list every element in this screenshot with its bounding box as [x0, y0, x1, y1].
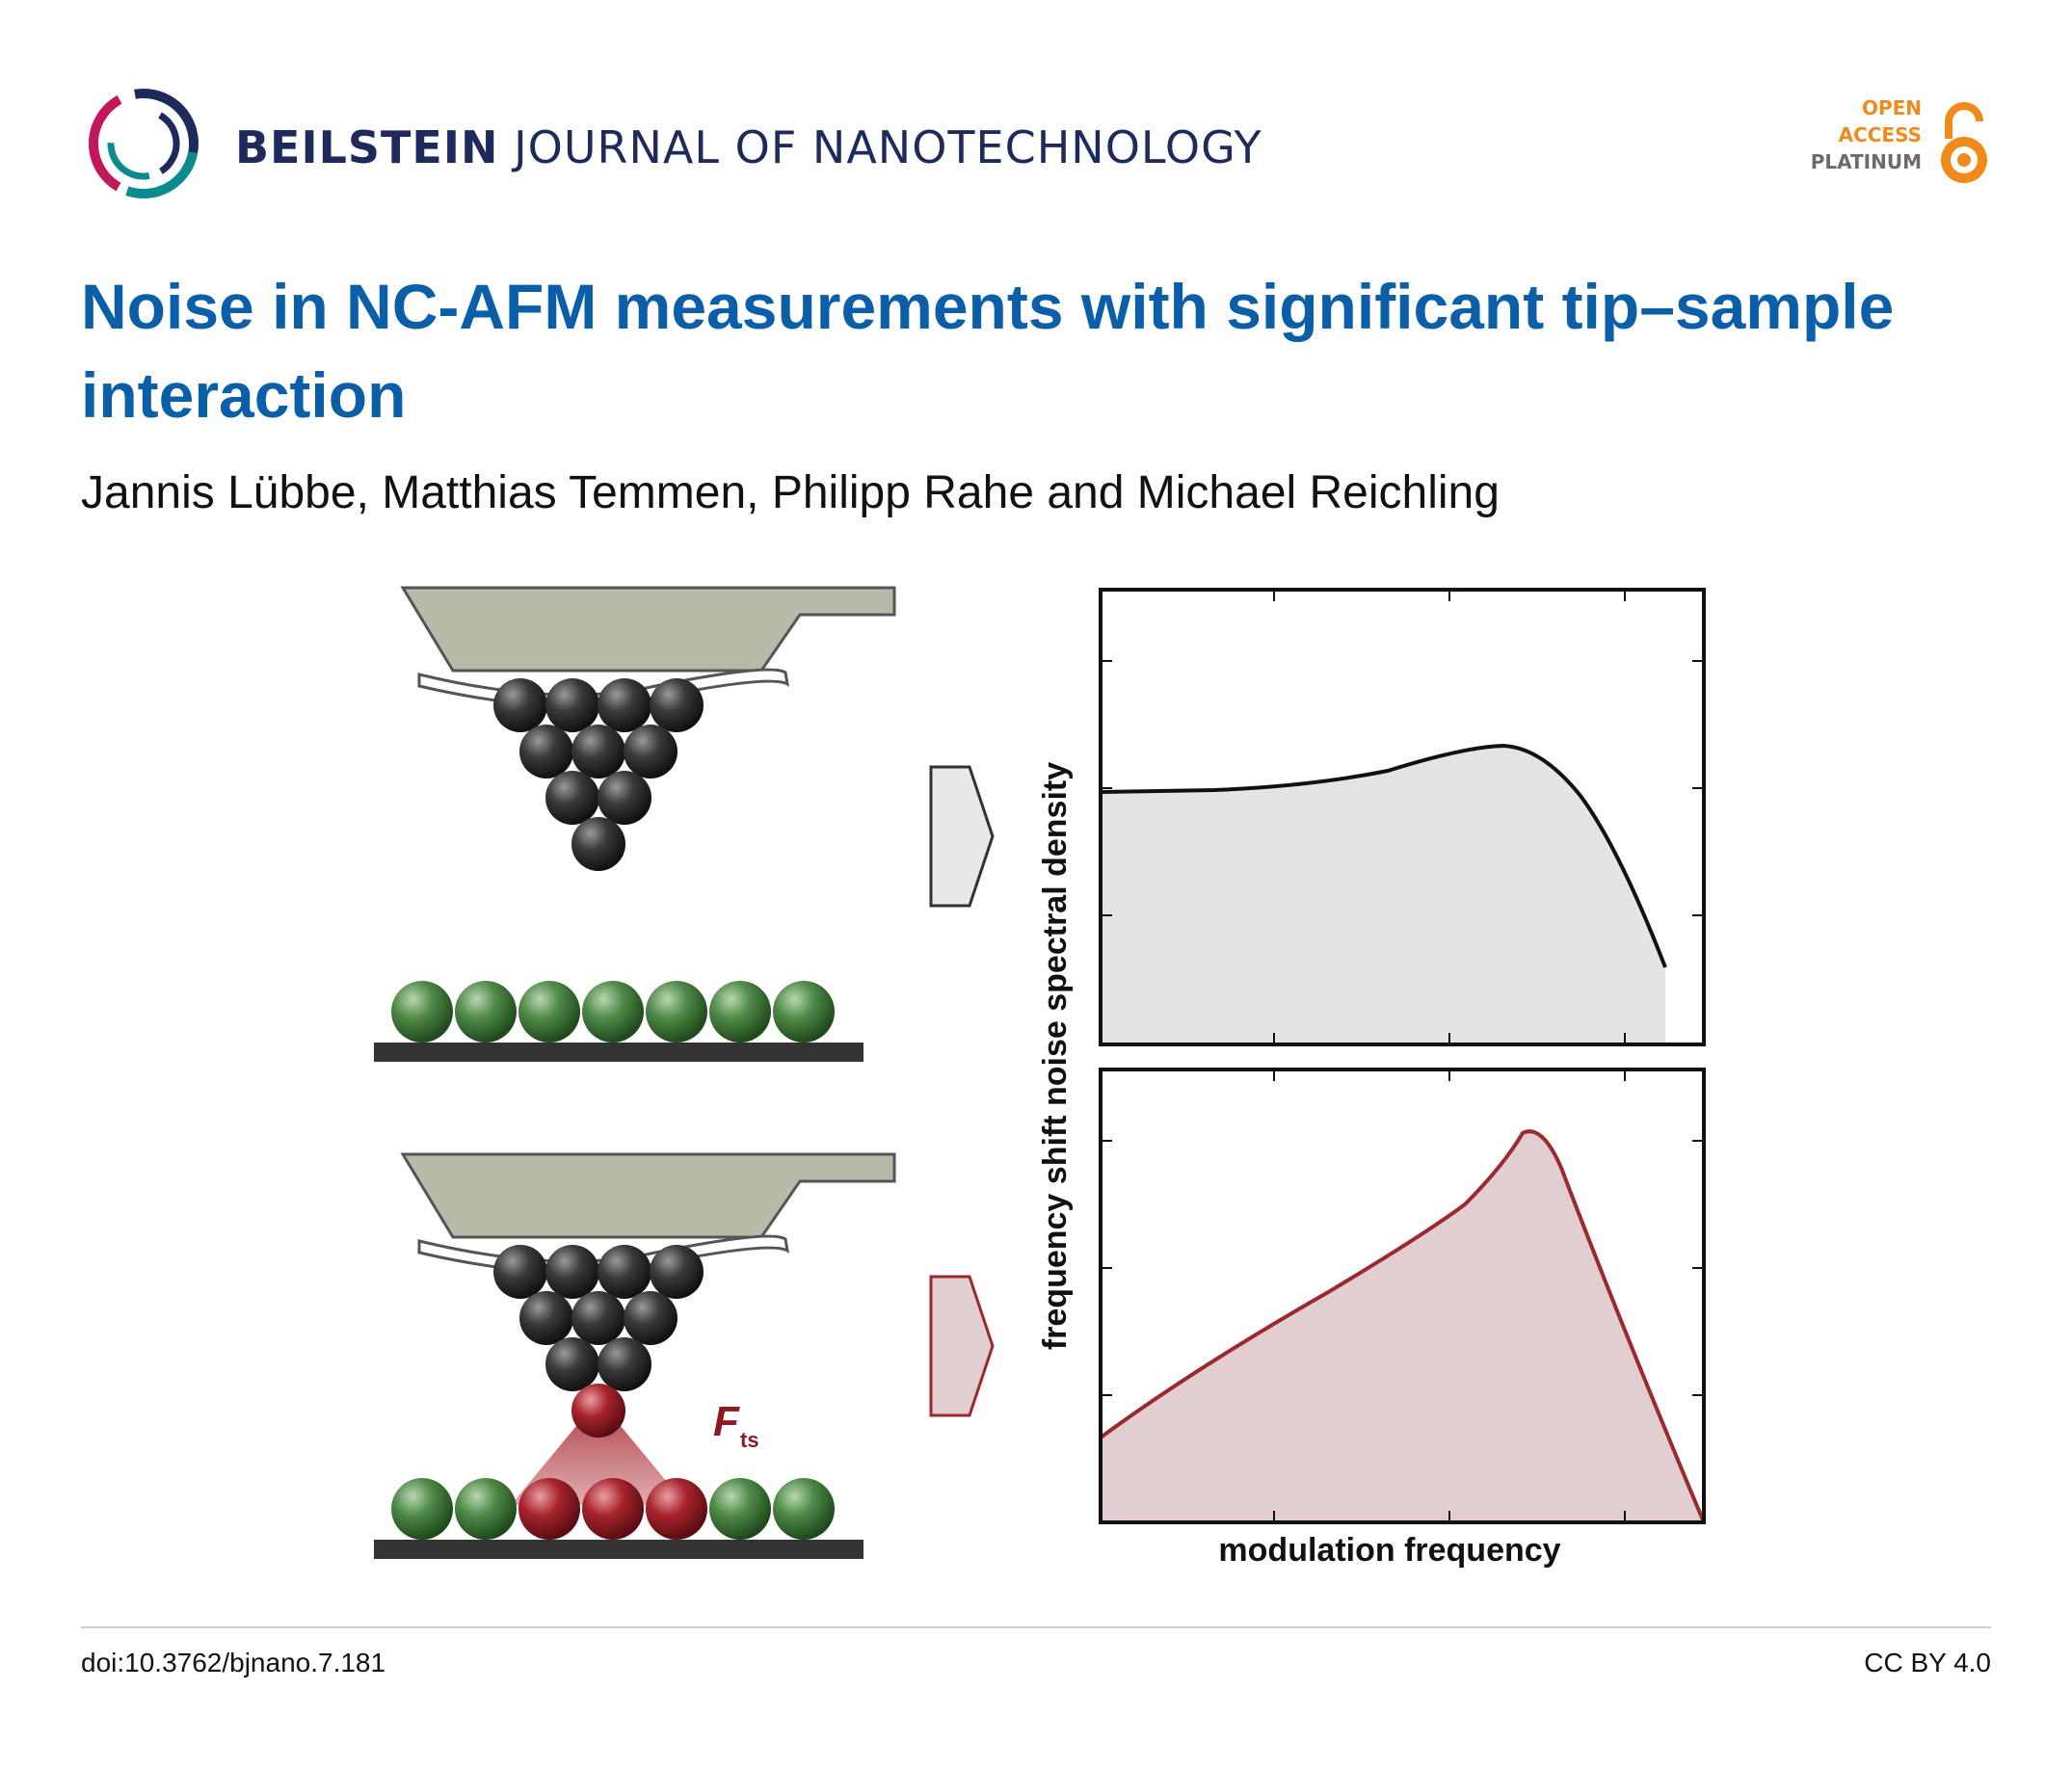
- tip-schematic-top: [374, 586, 896, 1062]
- y-axis-label: frequency shift noise spectral density: [1037, 762, 1074, 1350]
- article-authors: Jannis Lübbe, Matthias Temmen, Philipp R…: [81, 467, 1500, 518]
- license-label[interactable]: CC BY 4.0: [1864, 1648, 1991, 1677]
- surface-atoms-top: [374, 981, 863, 1062]
- doi-link[interactable]: doi:10.3762/bjnano.7.181: [81, 1648, 386, 1677]
- arrow-right-red-icon: [929, 1275, 995, 1417]
- beilstein-logo-icon: [89, 89, 199, 198]
- article-title: Noise in NC-AFM measurements with signif…: [81, 271, 1895, 431]
- badge-line-open: OPEN: [1861, 96, 1922, 119]
- tip-atoms-top: [493, 678, 704, 871]
- force-subscript: ts: [740, 1428, 759, 1452]
- arrow-right-gray-icon: [929, 765, 995, 908]
- spectrum-top: [1099, 588, 1706, 1046]
- journal-header: BEILSTEIN JOURNAL OF NANOTECHNOLOGY OPEN…: [81, 81, 1991, 206]
- tip-schematic-bottom: F ts: [374, 1152, 896, 1559]
- open-access-badge: OPEN ACCESS PLATINUM: [1808, 94, 1991, 191]
- spectrum-bottom: [1099, 1068, 1706, 1524]
- badge-line-access: ACCESS: [1838, 123, 1922, 146]
- surface-atoms-bottom: [374, 1478, 863, 1559]
- journal-name: BEILSTEIN JOURNAL OF NANOTECHNOLOGY: [235, 121, 1262, 173]
- x-axis-label: modulation frequency: [1218, 1532, 1560, 1569]
- graphical-abstract: F ts frequency shift noise spectral dens…: [374, 586, 1706, 1569]
- badge-line-platinum: PLATINUM: [1810, 150, 1922, 173]
- open-access-lock-icon: [1941, 102, 1987, 183]
- tip-atoms-bottom: [493, 1245, 704, 1438]
- footer-divider: [81, 1626, 1991, 1628]
- journal-name-bold: BEILSTEIN: [235, 121, 499, 173]
- journal-name-rest: JOURNAL OF NANOTECHNOLOGY: [514, 121, 1262, 173]
- force-label: F: [713, 1398, 740, 1445]
